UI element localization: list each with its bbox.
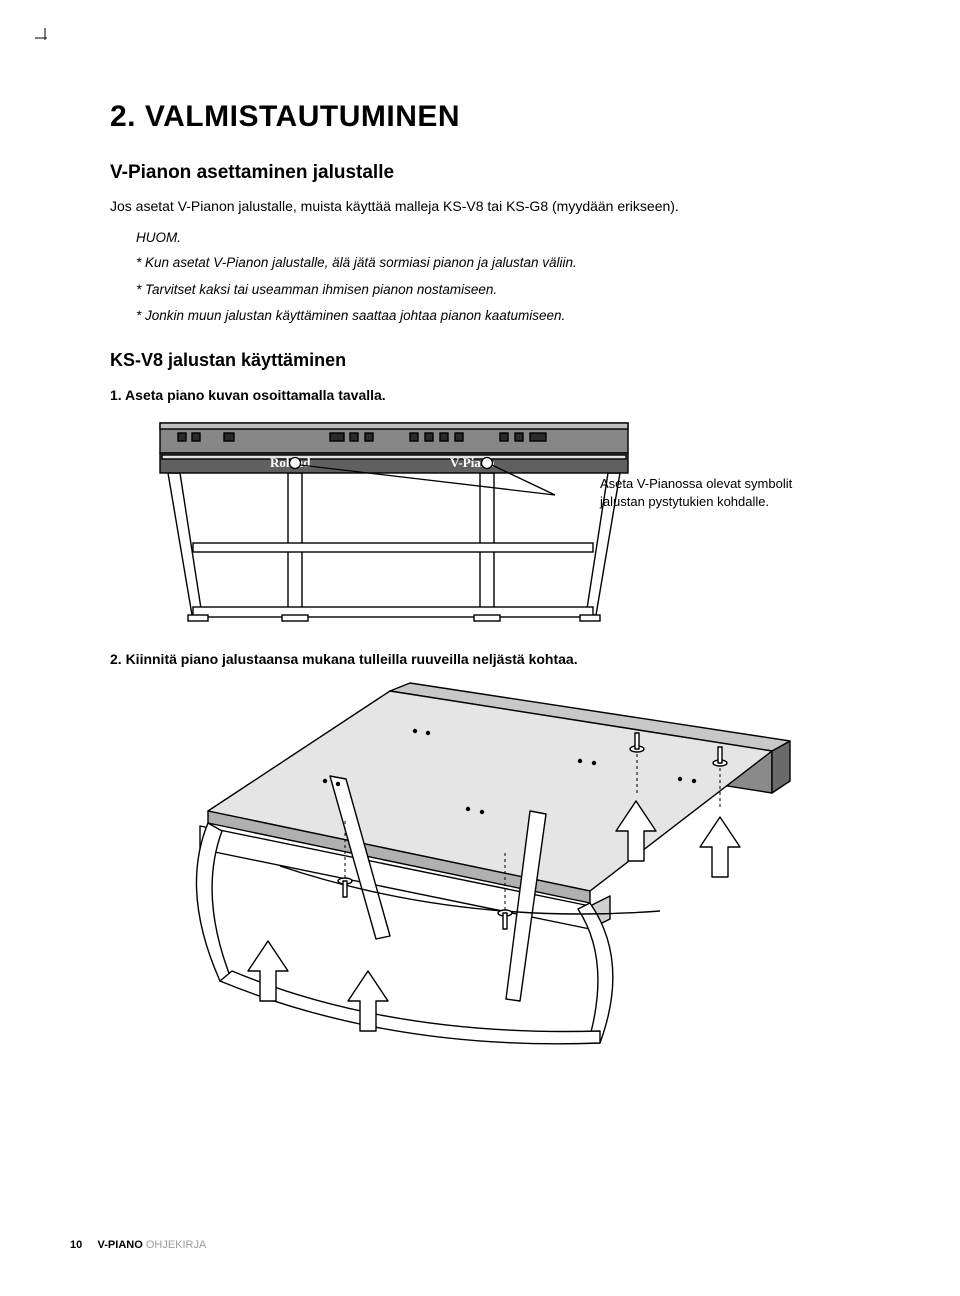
note-heading: HUOM.	[136, 230, 865, 245]
figure-1-callout: Aseta V-Pianossa olevat symbolit jalusta…	[600, 475, 800, 510]
doc-title: V-PIANO	[98, 1239, 143, 1251]
subsection-title: KS-V8 jalustan käyttäminen	[110, 350, 865, 371]
crop-mark	[35, 28, 57, 50]
note-block: HUOM. * Kun asetat V-Pianon jalustalle, …	[136, 230, 865, 326]
step-1: 1. Aseta piano kuvan osoittamalla tavall…	[110, 387, 865, 403]
note-item: * Kun asetat V-Pianon jalustalle, älä jä…	[136, 253, 865, 273]
figure-1-piano-on-stand: Roland V-Piano Aseta V-Pianossa olevat s…	[150, 415, 790, 625]
section-title: V-Pianon asettaminen jalustalle	[110, 162, 865, 184]
intro-paragraph: Jos asetat V-Pianon jalustalle, muista k…	[110, 196, 865, 216]
page-footer: 10 V-PIANO OHJEKIRJA	[70, 1239, 206, 1251]
page-heading: 2. VALMISTAUTUMINEN	[110, 100, 865, 134]
doc-subtitle: OHJEKIRJA	[143, 1239, 207, 1251]
step-2: 2. Kiinnitä piano jalustaansa mukana tul…	[110, 651, 865, 667]
note-item: * Jonkin muun jalustan käyttäminen saatt…	[136, 306, 865, 326]
page-number: 10	[70, 1239, 82, 1251]
note-item: * Tarvitset kaksi tai useamman ihmisen p…	[136, 280, 865, 300]
figure-2-stand-assembly	[160, 681, 800, 1051]
